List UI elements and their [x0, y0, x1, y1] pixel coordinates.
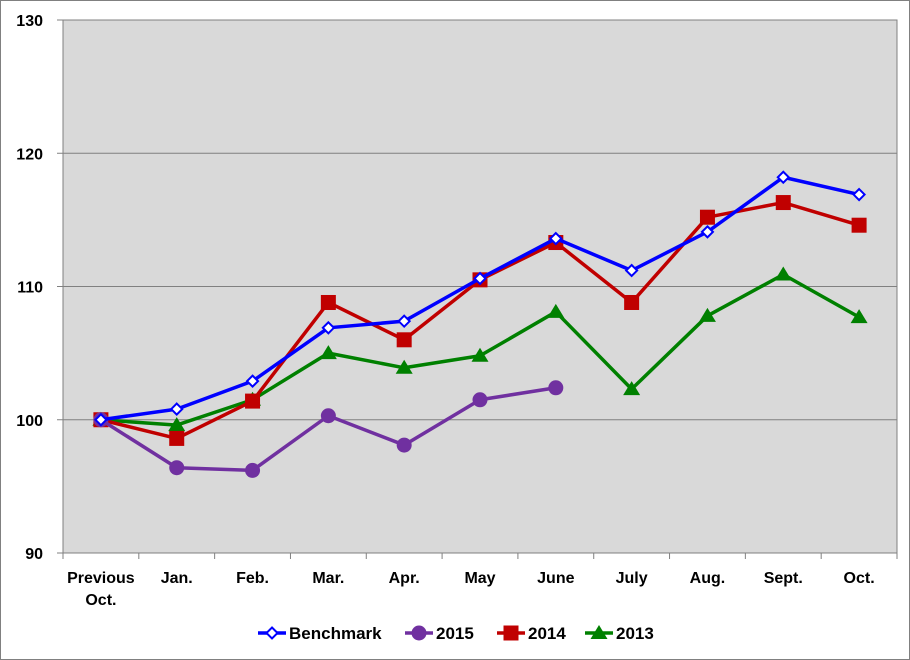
- series-layer: [92, 170, 868, 478]
- data-point: [547, 303, 565, 318]
- x-tick-label: Mar.: [312, 570, 344, 587]
- data-point: [169, 402, 184, 417]
- legend-item: Benchmark: [258, 624, 382, 643]
- x-tick-label: Apr.: [389, 570, 420, 587]
- data-point: [395, 359, 413, 374]
- series-benchmark: [93, 170, 867, 427]
- legend-label: Benchmark: [289, 624, 382, 643]
- data-point: [473, 271, 487, 286]
- data-point: [472, 392, 488, 408]
- data-point: [851, 217, 867, 233]
- legend-marker: [503, 625, 519, 641]
- data-point: [169, 460, 185, 476]
- legend: Benchmark 2015 2014 2013: [258, 624, 654, 643]
- legend-marker: [590, 625, 608, 639]
- x-tick-label: Previous: [67, 570, 135, 587]
- data-point: [624, 263, 639, 278]
- x-tick-label: Oct.: [85, 592, 116, 609]
- data-point: [321, 320, 336, 335]
- legend-item: 2014: [497, 624, 566, 643]
- data-point: [471, 347, 489, 362]
- x-tick-label: June: [537, 570, 574, 587]
- data-point: [169, 430, 185, 446]
- data-point: [396, 437, 412, 453]
- data-point: [700, 224, 715, 239]
- legend-marker: [411, 625, 427, 641]
- x-tick-label: Sept.: [764, 570, 803, 587]
- data-point: [245, 462, 261, 478]
- data-point: [698, 307, 716, 322]
- data-point: [624, 294, 640, 310]
- data-point: [168, 417, 186, 432]
- x-tick-label: May: [464, 570, 495, 587]
- data-point: [775, 195, 791, 211]
- y-axis-ticks: 90 100 110 120 130: [16, 13, 63, 563]
- x-tick-label: Oct.: [844, 570, 875, 587]
- data-point: [397, 314, 412, 329]
- data-point: [623, 381, 641, 396]
- y-tick-label: 100: [16, 413, 43, 430]
- data-point: [852, 187, 867, 202]
- data-point: [699, 209, 715, 225]
- x-tick-label: Feb.: [236, 570, 269, 587]
- data-point: [245, 374, 260, 389]
- data-point: [245, 393, 261, 409]
- data-point: [548, 231, 563, 246]
- data-point: [320, 294, 336, 310]
- data-point: [93, 412, 108, 427]
- legend-item: 2013: [585, 624, 654, 643]
- data-point: [320, 408, 336, 424]
- x-tick-label: July: [616, 570, 648, 587]
- data-point: [850, 309, 868, 324]
- data-point: [776, 170, 791, 185]
- data-point: [396, 332, 412, 348]
- y-tick-label: 120: [16, 146, 43, 163]
- y-tick-label: 130: [16, 13, 43, 30]
- legend-label: 2014: [528, 624, 566, 643]
- legend-label: 2015: [436, 624, 474, 643]
- data-point: [774, 266, 792, 281]
- y-tick-label: 90: [25, 546, 43, 563]
- data-point: [548, 380, 564, 396]
- x-tick-label: Jan.: [161, 570, 193, 587]
- x-axis-ticks: Previous Oct. Jan. Feb. Mar. Apr. May June July A…: [62, 553, 898, 609]
- legend-item: 2015: [405, 624, 474, 643]
- x-tick-label: Aug.: [690, 570, 726, 587]
- data-point: [319, 345, 337, 360]
- legend-label: 2013: [616, 624, 654, 643]
- legend-marker: [265, 626, 279, 640]
- y-tick-label: 110: [17, 280, 43, 297]
